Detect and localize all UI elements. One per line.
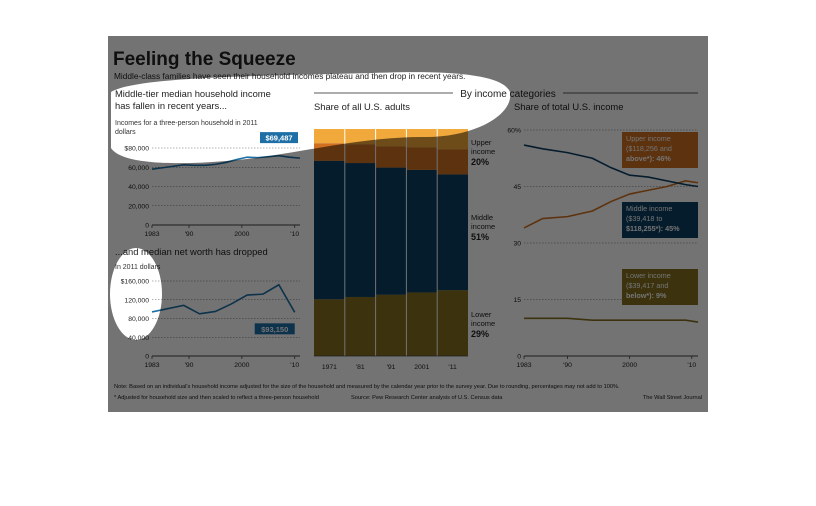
y-tick-label: 40,000: [128, 335, 149, 342]
chart-title: Share of total U.S. income: [514, 101, 623, 112]
y-tick-label: 45: [513, 184, 521, 191]
bar-upper: [406, 147, 438, 170]
y-tick-label: 40,000: [128, 184, 149, 191]
x-tick-label: '81: [356, 364, 365, 371]
chart-subtitle: In 2011 dollars: [115, 264, 161, 271]
data-line: [151, 283, 296, 315]
chart-subtitle: dollars: [115, 129, 136, 136]
bar-upper: [437, 149, 468, 175]
page-title: Feeling the Squeeze: [113, 49, 296, 70]
bar-middle: [406, 169, 438, 293]
segment-label: income: [471, 222, 495, 231]
chart-subtitle: Incomes for a three-person household in …: [115, 120, 258, 127]
bar-upper-top: [375, 129, 407, 147]
bar-upper-top: [344, 129, 376, 145]
x-tick-label: 2000: [234, 231, 249, 238]
segment-label: Upper: [471, 138, 492, 147]
y-tick-label: 15: [513, 297, 521, 304]
x-tick-label: '90: [563, 362, 572, 369]
footer-source: Source: Pew Research Center analysis of …: [351, 395, 503, 401]
x-tick-label: 1983: [516, 362, 531, 369]
bar-lower: [375, 294, 407, 356]
segment-label: Lower: [471, 310, 492, 319]
x-tick-label: '11: [448, 364, 457, 371]
y-tick-label: 0: [145, 223, 149, 230]
chart-title: Middle-tier median household income: [115, 88, 271, 99]
series-label-name: Middle income: [626, 204, 672, 213]
chart-card: Feeling the Squeeze Middle-class familie…: [108, 36, 708, 412]
series-label-range: below*): 9%: [626, 291, 667, 300]
bar-upper: [314, 143, 345, 161]
bar-lower: [406, 292, 438, 356]
value-callout: $69,487: [265, 134, 292, 143]
y-tick-label: 60%: [507, 128, 521, 135]
footer-note: Note: Based on an individual's household…: [114, 384, 620, 390]
bar-middle: [437, 174, 468, 291]
segment-label: income: [471, 319, 495, 328]
income-share-line-chart: Share of total U.S. income 60% 45 30 15 01983…: [507, 101, 699, 369]
x-tick-label: 2000: [622, 362, 637, 369]
footer-credit: The Wall Street Journal: [643, 395, 702, 401]
segment-label: Middle: [471, 213, 493, 222]
x-tick-label: 2001: [414, 364, 429, 371]
bar-upper: [375, 146, 407, 168]
series-label-range: above*): 46%: [626, 154, 671, 163]
x-tick-label: '10: [290, 231, 299, 238]
bar-upper-top: [406, 129, 438, 148]
chart-title: ...and median net worth has dropped: [115, 246, 268, 257]
series-label-name: Upper income: [626, 134, 671, 143]
x-tick-label: '90: [185, 362, 194, 369]
x-tick-label: 1983: [144, 362, 159, 369]
bar-middle: [314, 160, 345, 300]
x-tick-label: '90: [185, 231, 194, 238]
chart-title: has fallen in recent years...: [115, 100, 227, 111]
segment-label: income: [471, 147, 495, 156]
y-tick-label: $80,000: [124, 146, 149, 153]
series-label-range: $118,255*): 45%: [626, 224, 680, 233]
y-tick-label: 30: [513, 241, 521, 248]
y-tick-label: 20,000: [128, 203, 149, 210]
y-tick-label: $160,000: [121, 279, 150, 286]
x-tick-label: '91: [387, 364, 396, 371]
networth-line-chart: ...and median net worth has dropped In 20…: [115, 246, 300, 369]
series-label-range: ($39,418 to: [626, 214, 662, 223]
footer-footnote: * Adjusted for household size and then s…: [114, 395, 319, 401]
x-tick-label: 1983: [144, 231, 159, 238]
page-subtitle: Middle-class families have seen their ho…: [114, 71, 465, 81]
bar-middle: [375, 167, 407, 295]
lower-income-line: [524, 317, 699, 323]
segment-value: 29%: [471, 329, 489, 339]
x-tick-label: '10: [290, 362, 299, 369]
bar-upper: [344, 144, 376, 164]
x-tick-label: '10: [687, 362, 696, 369]
y-tick-label: 120,000: [124, 297, 149, 304]
bar-upper-top: [437, 129, 468, 150]
series-label-range: ($39,417 and: [626, 281, 668, 290]
bar-lower: [344, 296, 376, 356]
bar-upper-top: [314, 129, 345, 144]
x-tick-label: 1971: [322, 364, 337, 371]
section-title: By income categories: [460, 89, 556, 100]
y-tick-label: 60,000: [128, 165, 149, 172]
bar-middle: [344, 163, 376, 297]
bar-lower: [314, 299, 345, 356]
series-label-name: Lower income: [626, 271, 671, 280]
bar-lower: [437, 290, 468, 356]
y-tick-label: 0: [517, 354, 521, 361]
chart-subtitle: Share of all U.S. adults: [314, 101, 410, 112]
value-callout: $93,150: [261, 325, 288, 334]
x-tick-label: 2000: [234, 362, 249, 369]
y-tick-label: 0: [145, 354, 149, 361]
segment-value: 51%: [471, 232, 489, 242]
infographic: Feeling the Squeeze Middle-class familie…: [113, 49, 702, 401]
segment-value: 20%: [471, 157, 489, 167]
series-label-range: ($118,256 and: [626, 144, 672, 153]
y-tick-label: 80,000: [128, 316, 149, 323]
